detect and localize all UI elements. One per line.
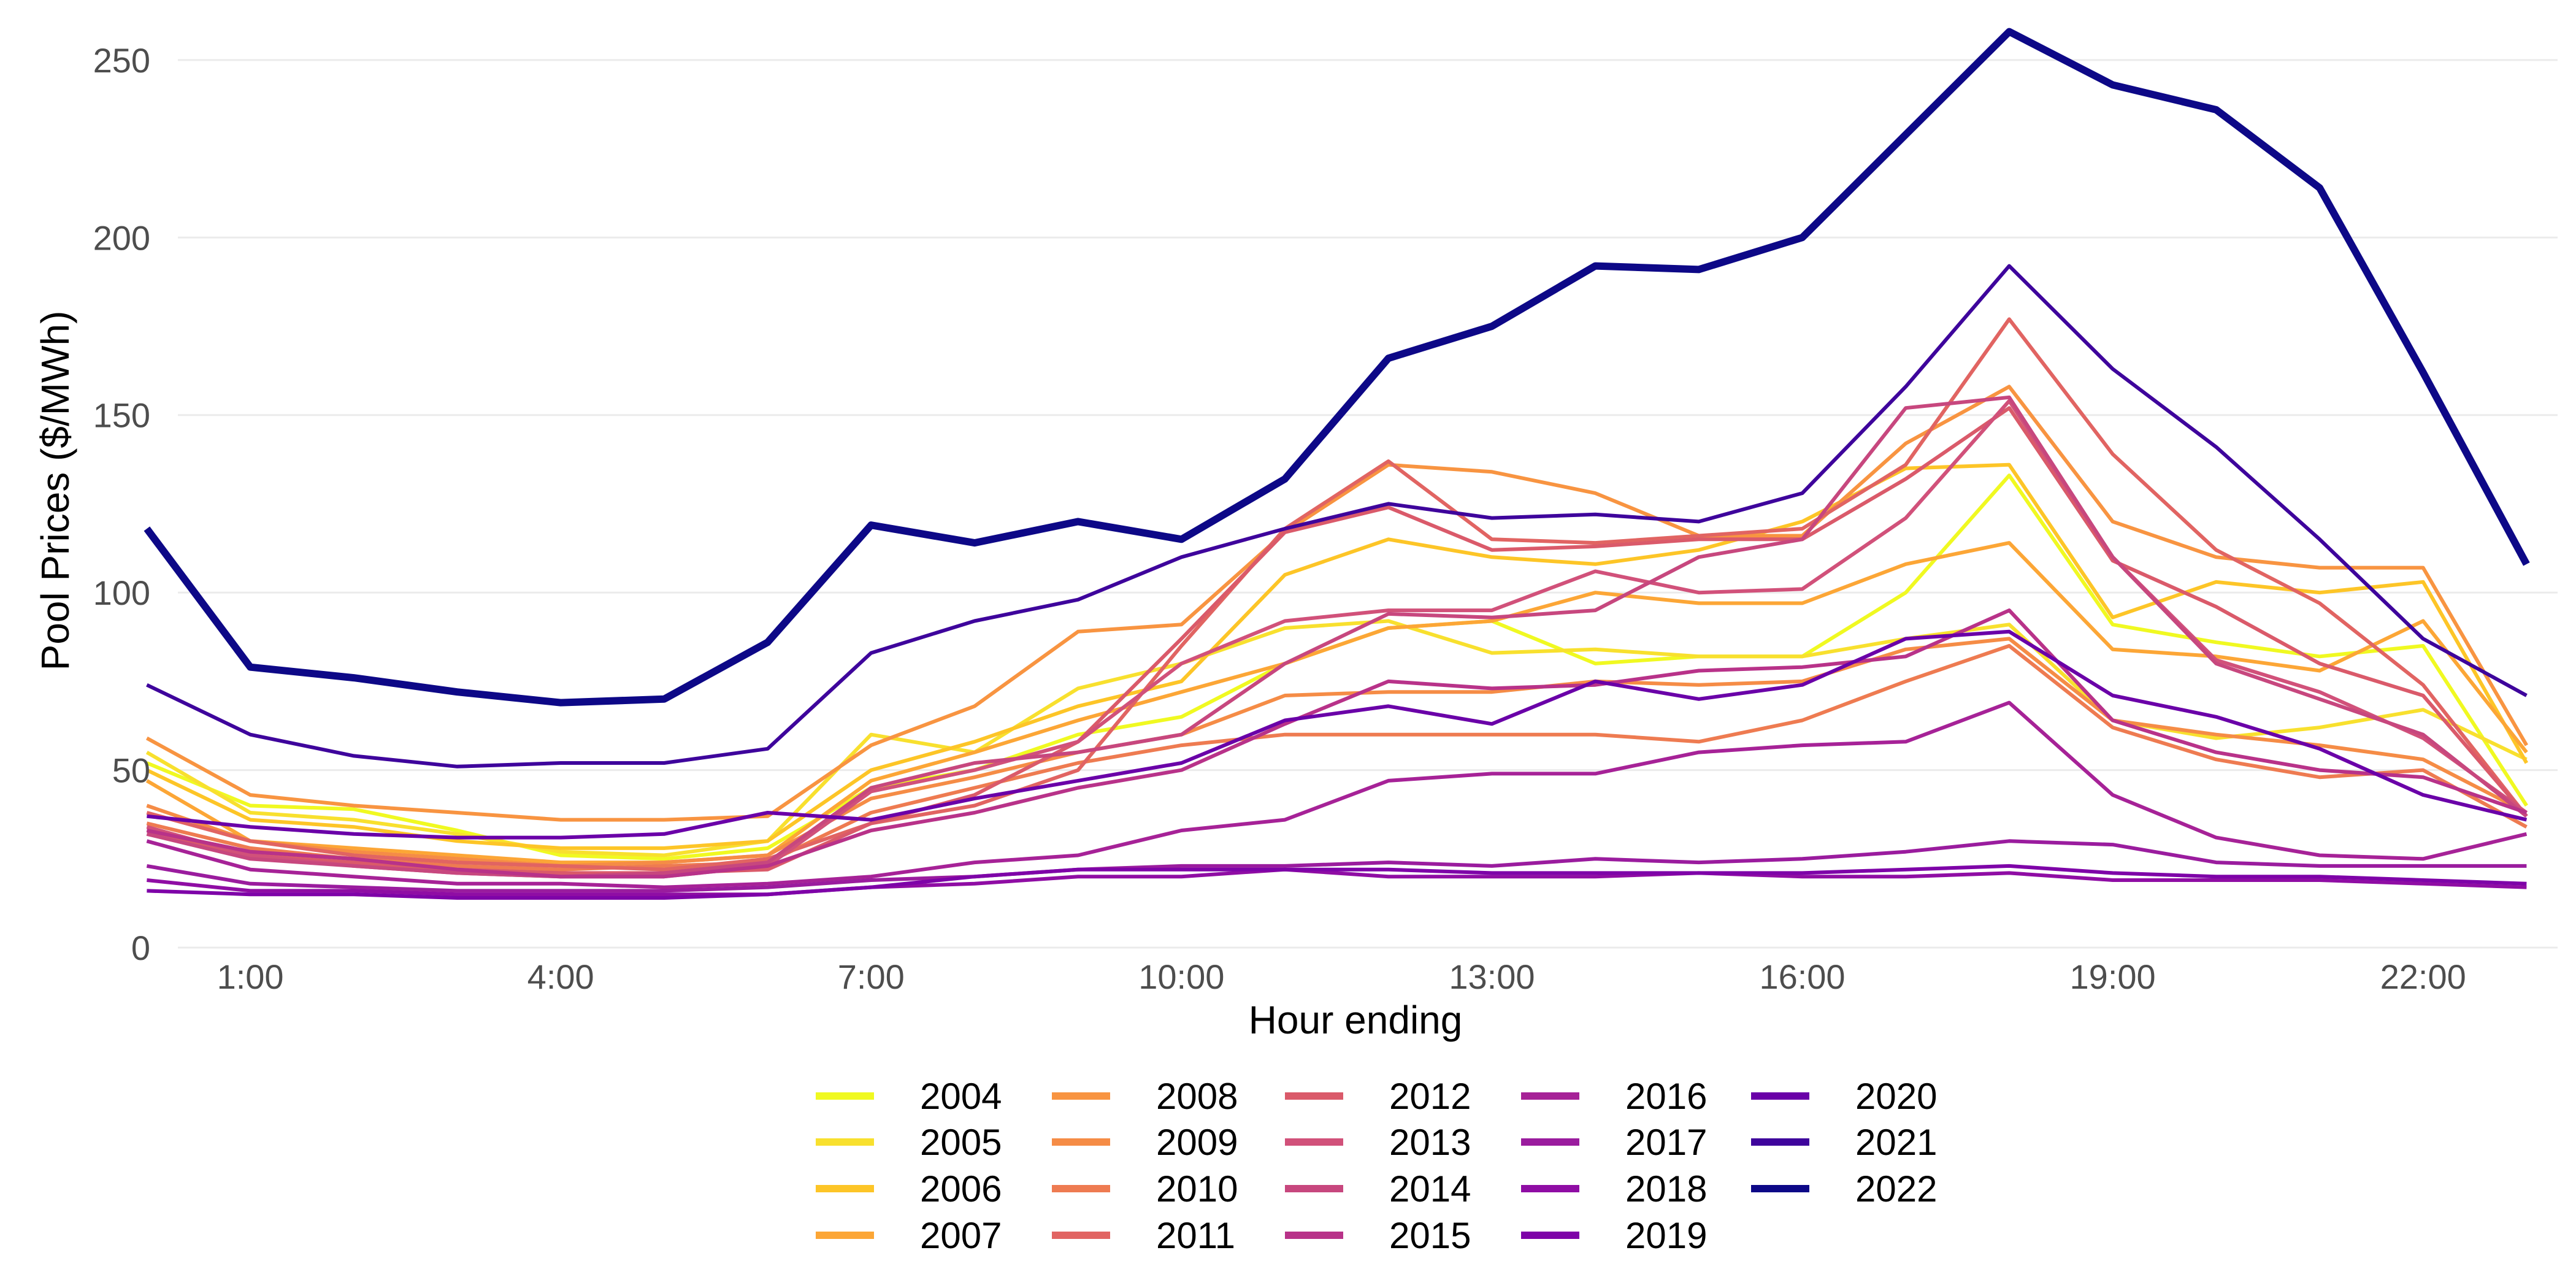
x-tick-label: 13:00 xyxy=(1449,957,1535,996)
series-line-2017 xyxy=(146,839,2527,893)
legend-label-2011: 2011 xyxy=(1156,1215,1235,1256)
legend-label-2004: 2004 xyxy=(920,1076,1002,1117)
legend-label-2012: 2012 xyxy=(1389,1076,1471,1117)
series-line-2009 xyxy=(146,637,2528,868)
y-axis-ticks: 0 50 100 150 200 250 xyxy=(93,41,150,967)
legend-label-2005: 2005 xyxy=(920,1122,1002,1163)
x-tick-label: 16:00 xyxy=(1759,957,1845,996)
x-tick-label: 4:00 xyxy=(527,957,594,996)
series-line-2015 xyxy=(146,608,2528,879)
legend-label-2016: 2016 xyxy=(1625,1076,1707,1117)
series-line-2022 xyxy=(144,28,2530,707)
series-line-2020 xyxy=(147,629,2528,840)
x-axis-ticks: 1:00 4:00 7:00 10:00 13:00 16:00 19:00 22:00 xyxy=(217,957,2466,996)
y-tick-label: 150 xyxy=(93,396,150,435)
legend-label-2019: 2019 xyxy=(1625,1215,1707,1256)
series-line-2018 xyxy=(147,867,2527,897)
x-tick-label: 7:00 xyxy=(838,957,905,996)
series-line-2006 xyxy=(146,462,2529,850)
legend-label-2014: 2014 xyxy=(1389,1168,1471,1209)
x-tick-label: 22:00 xyxy=(2380,957,2466,996)
legend-label-2015: 2015 xyxy=(1389,1215,1471,1256)
legend-label-2008: 2008 xyxy=(1156,1076,1238,1117)
series-line-2014 xyxy=(146,395,2528,879)
series-line-2021 xyxy=(146,264,2528,769)
legend-label-2013: 2013 xyxy=(1389,1122,1471,1163)
legend-label-2017: 2017 xyxy=(1625,1122,1707,1163)
legend-label-2006: 2006 xyxy=(920,1168,1002,1209)
series-line-2011 xyxy=(146,317,2528,872)
y-tick-label: 250 xyxy=(93,41,150,80)
series-line-2016 xyxy=(146,700,2528,889)
legend-label-2020: 2020 xyxy=(1855,1076,1937,1117)
x-tick-label: 19:00 xyxy=(2070,957,2156,996)
series-line-2019 xyxy=(147,864,2527,900)
series-line-2010 xyxy=(146,644,2528,872)
y-tick-label: 50 xyxy=(112,751,150,790)
y-tick-label: 200 xyxy=(93,218,150,257)
legend: 2004 2005 2006 2007 2008 2009 2010 2011 2012 2013… xyxy=(816,1076,1937,1256)
y-tick-label: 100 xyxy=(93,573,150,612)
x-axis-title: Hour ending xyxy=(1249,998,1463,1042)
series-line-2007 xyxy=(145,541,2528,865)
series-line-2012 xyxy=(146,406,2528,875)
y-axis-title: Pool Prices ($/MWh) xyxy=(33,311,77,671)
legend-label-2022: 2022 xyxy=(1855,1168,1937,1209)
legend-label-2021: 2021 xyxy=(1855,1122,1937,1163)
x-tick-label: 1:00 xyxy=(217,957,284,996)
legend-label-2018: 2018 xyxy=(1625,1168,1707,1209)
series-lines xyxy=(144,28,2530,900)
gridlines xyxy=(178,59,2558,949)
x-tick-label: 10:00 xyxy=(1138,957,1224,996)
series-line-2008 xyxy=(145,385,2528,822)
legend-label-2010: 2010 xyxy=(1156,1168,1238,1209)
legend-label-2009: 2009 xyxy=(1156,1122,1238,1163)
legend-label-2007: 2007 xyxy=(920,1215,1002,1256)
y-tick-label: 0 xyxy=(131,929,150,967)
